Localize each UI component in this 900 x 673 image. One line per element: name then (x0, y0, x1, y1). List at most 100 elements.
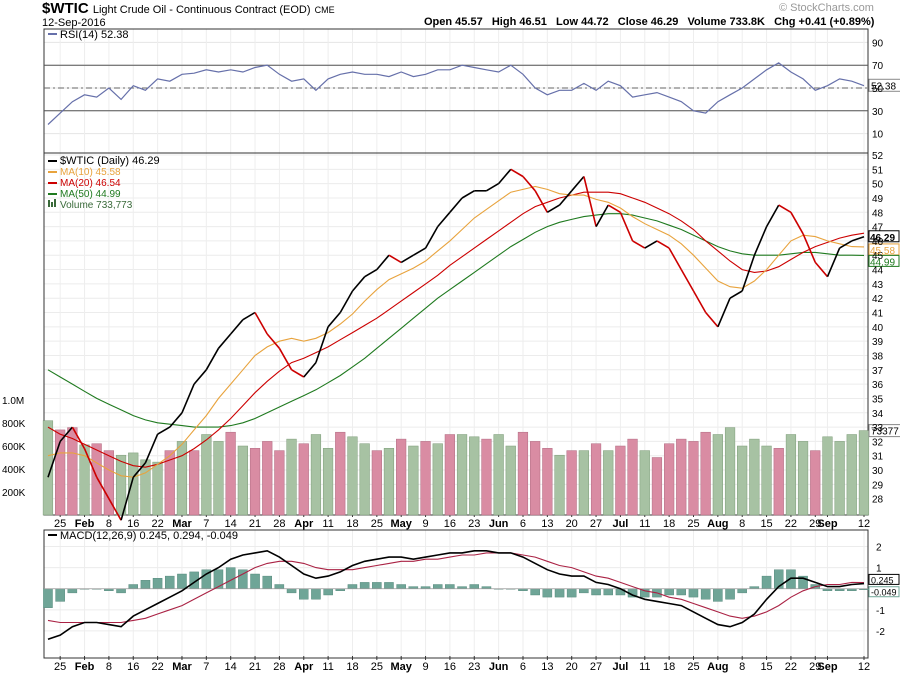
macd-histogram-bar (128, 584, 138, 589)
volume-tick-label: 800K (2, 419, 26, 430)
x-axis-label: Aug (707, 518, 728, 530)
volume-bar (481, 438, 492, 516)
price-segment (351, 276, 366, 292)
legend-price: $WTIC (Daily) 46.29 (60, 155, 160, 167)
legend-ma10: MA(10) 45.58 (60, 167, 121, 178)
x-axis-label-bottom: 20 (566, 661, 578, 673)
price-tick-label: 39 (872, 337, 884, 348)
price-segment (437, 211, 451, 228)
price-tick-label: 49 (872, 194, 884, 205)
price-segment (729, 290, 743, 299)
volume-bar (91, 443, 102, 516)
price-panel-frame (43, 152, 869, 516)
macd-histogram-bar (347, 584, 358, 589)
volume-bar (773, 448, 784, 516)
x-axis-label: Apr (294, 518, 314, 530)
price-tick-label: 29 (872, 480, 884, 491)
price-segment (449, 197, 463, 213)
volume-bar (737, 445, 748, 516)
volume-bar (213, 441, 224, 516)
price-tick-label: 50 (872, 180, 884, 191)
x-axis-label-bottom: Feb (75, 661, 95, 673)
price-segment (802, 233, 817, 263)
volume-bar (298, 443, 309, 516)
price-segment (571, 175, 585, 192)
x-axis-label-bottom: 12 (858, 661, 870, 673)
price-tick-label: 41 (872, 309, 884, 320)
legend-volume-swatch (48, 200, 50, 207)
price-segment (303, 362, 317, 378)
price-tick-label: 35 (872, 394, 884, 405)
x-axis-label: 20 (566, 518, 578, 530)
x-axis-label-bottom: Sep (817, 661, 837, 673)
macd-histogram-bar (469, 584, 480, 589)
price-segment (169, 412, 183, 428)
price-segment (327, 311, 341, 328)
macd-histogram-bar (700, 588, 711, 600)
price-segment (266, 333, 281, 349)
macd-histogram-bar (725, 588, 735, 600)
volume-bar (432, 443, 443, 516)
macd-histogram-bar (554, 588, 565, 598)
volume-bars (42, 420, 900, 516)
price-segment (790, 211, 804, 235)
macd-value-badge (868, 573, 900, 585)
macd-histogram-bar (299, 588, 309, 600)
price-segment (497, 168, 512, 185)
price-tick-label: 45 (872, 251, 884, 262)
volume-bar (712, 434, 723, 516)
price-tick-label: 40 (872, 323, 884, 334)
price-segment (59, 426, 74, 442)
price-tick-label: 43 (872, 280, 884, 291)
price-segment (546, 204, 560, 213)
price-tick-label: 47 (872, 223, 884, 234)
x-axis-label: 12 (858, 518, 870, 530)
rsi-value-label: 52.38 (871, 81, 896, 92)
volume-bar (700, 431, 711, 516)
x-axis-label: 16 (444, 518, 456, 530)
x-axis-label-bottom: May (390, 661, 412, 673)
price-value-label: 44.99 (870, 257, 895, 268)
price-segment (583, 176, 597, 227)
volume-bar (42, 420, 54, 516)
macd-histogram-bar (67, 588, 78, 594)
price-segment (595, 204, 609, 227)
price-segment (96, 476, 110, 500)
x-axis-label-bottom: 11 (322, 661, 333, 673)
macd-histogram-bar (445, 584, 455, 589)
volume-bar (103, 450, 114, 516)
price-value-badge (868, 230, 900, 243)
volume-bar (724, 427, 736, 516)
volume-bar (152, 461, 163, 516)
rsi-panel-frame (43, 28, 869, 154)
price-segment (71, 426, 86, 449)
volume-bar (822, 436, 833, 516)
macd-histogram-bar (542, 588, 553, 598)
macd-histogram-bar (372, 582, 382, 589)
price-tick-label: 44 (872, 266, 884, 277)
x-axis-label: 18 (346, 518, 358, 530)
x-axis-label: 16 (127, 518, 139, 530)
x-axis-label: 9 (422, 518, 428, 530)
x-axis-label-bottom: 16 (127, 661, 139, 673)
ticker-description: Light Crude Oil - Continuous Contract (E… (92, 4, 311, 16)
macd-histogram-bar (530, 588, 540, 596)
price-tick-label: 48 (872, 208, 884, 219)
x-axis-label: Mar (172, 518, 192, 530)
volume-bar (274, 450, 285, 516)
price-tick-label: 30 (872, 466, 884, 477)
price-segment (424, 226, 439, 249)
x-axis-label-bottom: 25 (687, 661, 699, 673)
volume-bar (505, 445, 516, 516)
x-axis-label: 25 (687, 518, 699, 530)
x-axis-label: 8 (106, 518, 112, 530)
macd-histogram-bar (164, 575, 175, 589)
volume-bar (164, 450, 175, 516)
price-segment (826, 247, 841, 278)
price-segment (558, 190, 573, 206)
x-axis-label-bottom: 6 (520, 661, 526, 673)
volume-tick-label: 400K (2, 465, 26, 476)
volume-bar (335, 431, 346, 516)
volume-tick-label: 1.0M (2, 396, 24, 407)
volume-value-badge (868, 424, 900, 438)
